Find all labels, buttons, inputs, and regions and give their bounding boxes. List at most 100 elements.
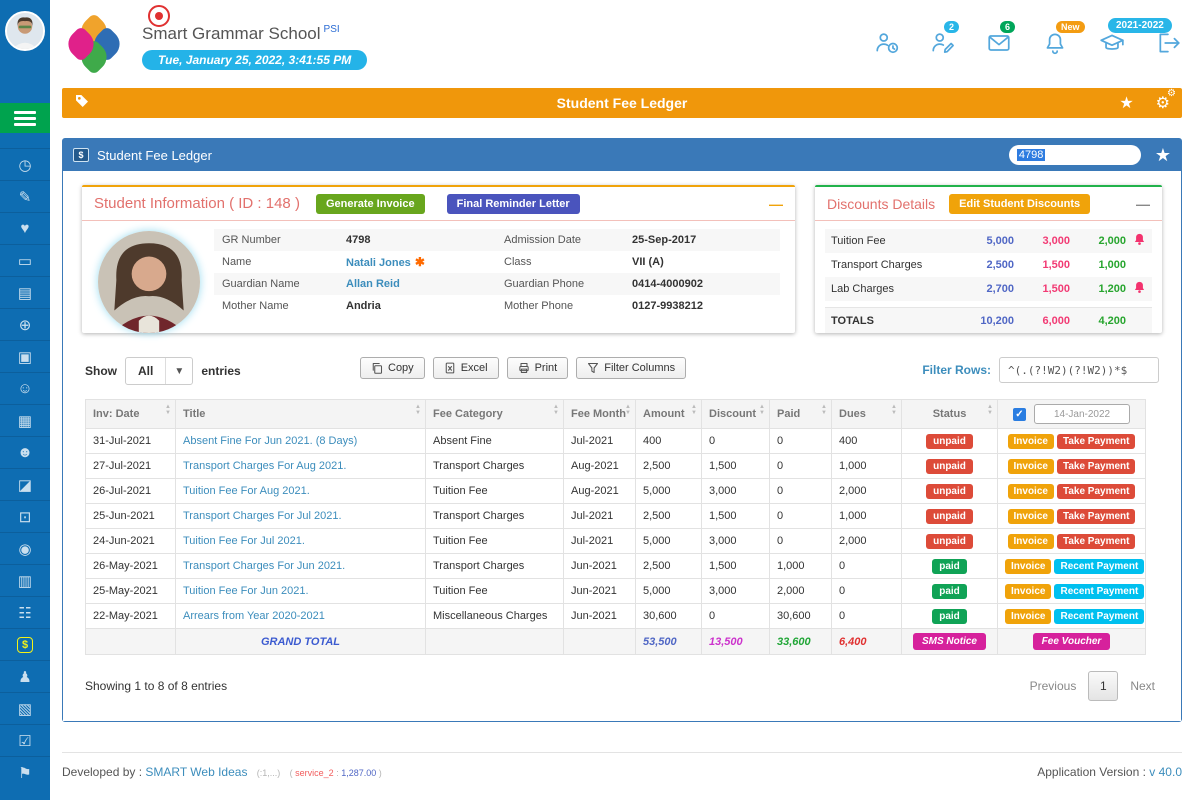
logout-button[interactable] [1156,30,1182,56]
sidebar-item-website[interactable]: ⊕ [0,308,50,340]
sidebar-item-alumni[interactable]: ⚑ [0,756,50,788]
date-filter-checkbox[interactable] [1013,408,1026,421]
sidebar-item-fee-cheque[interactable]: ▭ [0,244,50,276]
recent-payment-button[interactable]: Recent Payment [1054,559,1144,574]
header-amount[interactable]: Amount [636,400,702,429]
copy-icon [371,362,383,374]
messages-badge: 6 [1000,21,1015,33]
invoice-button[interactable]: Invoice [1005,584,1051,599]
header-status[interactable]: Status [902,400,998,429]
header-title[interactable]: Title [176,400,426,429]
gr-number-search-input[interactable]: 4798 [1009,145,1141,165]
sidebar-item-student-admission[interactable]: ✎ [0,180,50,212]
sidebar-item-parents[interactable]: ♟ [0,660,50,692]
sidebar-item-fee-collection[interactable]: ◉ [0,532,50,564]
sidebar-item-fee-ledger[interactable]: $ [0,628,50,660]
fee-title-link[interactable]: Tuition Fee For Jul 2021. [183,535,305,547]
header-fee-month[interactable]: Fee Month [564,400,636,429]
user-activity-button[interactable] [874,30,900,56]
app-version-label: Application Version : [1037,765,1146,779]
status-badge: unpaid [926,509,973,524]
parents-icon: ♟ [18,668,31,686]
sidebar-item-attendance[interactable]: ▦ [0,404,50,436]
fee-title-link[interactable]: Tuition Fee For Jun 2021. [183,585,309,597]
collapse-student-card-icon[interactable]: — [769,196,783,212]
invoice-button[interactable]: Invoice [1008,509,1054,524]
pending-edits-button[interactable]: 2 [930,30,956,56]
favorite-page-icon[interactable]: ★ [1119,93,1133,113]
sidebar-item-id-card[interactable]: ▤ [0,276,50,308]
messages-button[interactable]: 6 [986,30,1012,56]
sidebar-item-dashboard[interactable]: ◷ [0,148,50,180]
invoice-button[interactable]: Invoice [1008,534,1054,549]
fee-title-link[interactable]: Tuition Fee For Aug 2021. [183,485,310,497]
page-footer: Developed by : SMART Web Ideas (:1,...) … [62,752,1182,779]
notifications-button[interactable]: New [1042,30,1068,56]
previous-page-button[interactable]: Previous [1030,679,1077,693]
user-avatar[interactable] [5,11,45,51]
guardian-name-link[interactable]: Allan Reid [346,278,400,290]
invoice-button[interactable]: Invoice [1008,434,1054,449]
panel-favorite-icon[interactable]: ★ [1155,145,1171,166]
sidebar-item-certificates[interactable]: ▧ [0,692,50,724]
sidebar-item-office-bag[interactable]: ▣ [0,340,50,372]
fee-title-link[interactable]: Transport Charges For Jun 2021. [183,560,345,572]
copy-button[interactable]: Copy [360,357,425,379]
entries-per-page-select[interactable]: All ▼ [125,357,193,385]
page-1-button[interactable]: 1 [1088,671,1118,701]
discounts-details-card: Discounts Details Edit Student Discounts… [815,185,1162,333]
fee-title-link[interactable]: Arrears from Year 2020-2021 [183,610,325,622]
invoice-button[interactable]: Invoice [1008,484,1054,499]
page-settings-icon[interactable]: ⚙ [1156,93,1170,113]
header-fee-category[interactable]: Fee Category [426,400,564,429]
print-button[interactable]: Print [507,357,569,379]
developed-by-label: Developed by : [62,765,142,779]
sidebar-item-tasks[interactable]: ☑ [0,724,50,756]
fee-voucher-button[interactable]: Fee Voucher [1033,633,1111,650]
recent-payment-button[interactable]: Recent Payment [1054,584,1144,599]
take-payment-button[interactable]: Take Payment [1057,484,1136,499]
sidebar-item-inventory[interactable]: ▥ [0,564,50,596]
header-inv-date[interactable]: Inv: Date [86,400,176,429]
fee-title-link[interactable]: Transport Charges For Jul 2021. [183,510,342,522]
sidebar-item-gallery[interactable]: ◪ [0,468,50,500]
header-paid[interactable]: Paid [770,400,832,429]
header-discount[interactable]: Discount [702,400,770,429]
filter-rows-input[interactable] [999,357,1159,383]
fee-ledger-table: Inv: Date Title Fee Category Fee Month A… [85,399,1146,655]
fee-title-link[interactable]: Absent Fine For Jun 2021. (8 Days) [183,435,357,447]
invoice-button[interactable]: Invoice [1008,459,1054,474]
take-payment-button[interactable]: Take Payment [1057,534,1136,549]
collapse-discounts-card-icon[interactable]: — [1136,196,1150,212]
sidebar-item-students[interactable]: ☺ [0,372,50,404]
sidebar-item-staff[interactable]: ☻ [0,436,50,468]
sidebar-item-elearning[interactable]: ⊡ [0,500,50,532]
filter-columns-button[interactable]: Filter Columns [576,357,686,379]
library-icon: ☷ [18,604,31,622]
admission-icon: ✎ [19,188,32,206]
status-badge: paid [932,584,967,599]
date-filter-input[interactable] [1034,404,1130,424]
menu-toggle-button[interactable] [0,103,50,133]
sms-notice-button[interactable]: SMS Notice [913,633,986,650]
fee-title-link[interactable]: Transport Charges For Aug 2021. [183,460,346,472]
next-page-button[interactable]: Next [1130,679,1155,693]
sidebar-item-library[interactable]: ☷ [0,596,50,628]
invoice-button[interactable]: Invoice [1005,609,1051,624]
student-name-link[interactable]: Natali Jones [346,257,411,269]
final-reminder-button[interactable]: Final Reminder Letter [447,194,580,214]
take-payment-button[interactable]: Take Payment [1057,459,1136,474]
company-link[interactable]: SMART Web Ideas [145,765,247,779]
take-payment-button[interactable]: Take Payment [1057,509,1136,524]
take-payment-button[interactable]: Take Payment [1057,434,1136,449]
header-dues[interactable]: Dues [832,400,902,429]
generate-invoice-button[interactable]: Generate Invoice [316,194,425,214]
edit-student-discounts-button[interactable]: Edit Student Discounts [949,194,1090,214]
student-information-card: Student Information ( ID : 148 ) Generat… [82,185,795,333]
invoice-button[interactable]: Invoice [1005,559,1051,574]
tag-icon[interactable] [74,93,90,114]
recent-payment-button[interactable]: Recent Payment [1054,609,1144,624]
sidebar-item-student-health[interactable]: ♥ [0,212,50,244]
academic-session-button[interactable]: 2021-2022 [1098,30,1126,56]
excel-button[interactable]: Excel [433,357,499,379]
